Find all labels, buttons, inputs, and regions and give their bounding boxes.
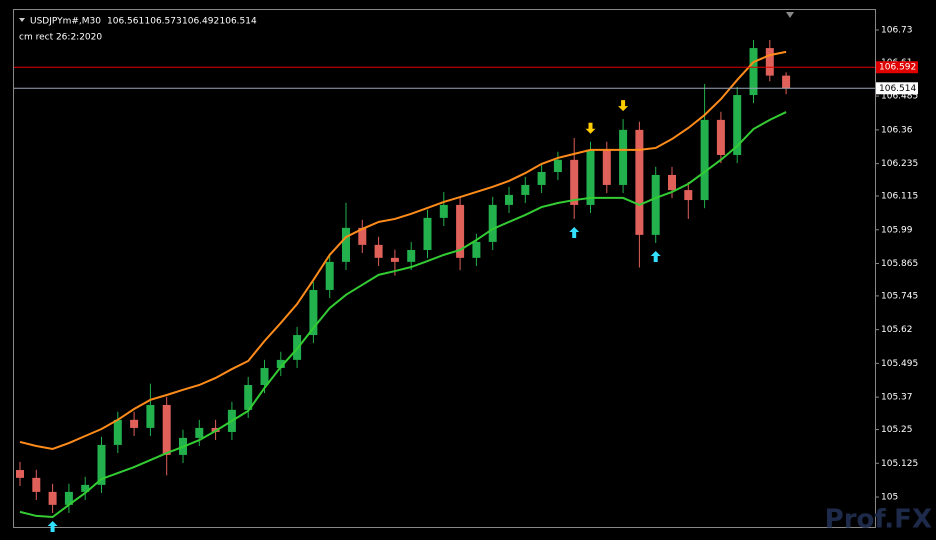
- candle-body: [521, 184, 530, 195]
- down-arrow: [585, 122, 596, 134]
- ohlc-value: 106.561: [107, 17, 144, 27]
- chart-subtitle: cm rect 26:2:2020: [19, 33, 102, 43]
- ohlc-readout: 106.561 106.573 106.492 106.514: [107, 17, 257, 27]
- candle-body: [146, 404, 155, 428]
- candle-body: [537, 171, 546, 185]
- candle-body: [733, 95, 742, 155]
- candle-body: [765, 48, 774, 76]
- y-tick-label: 105.125: [881, 459, 918, 469]
- y-tick-label: 105.745: [881, 291, 918, 301]
- candle-body: [81, 484, 90, 492]
- price-label-box: [876, 82, 918, 95]
- candle-body: [276, 359, 285, 368]
- candle-body: [570, 159, 579, 205]
- candle-body: [749, 48, 758, 96]
- candle-body: [32, 477, 41, 492]
- candle-body: [553, 159, 562, 172]
- y-tick-label: 105.37: [881, 393, 913, 403]
- up-arrow: [569, 226, 580, 238]
- y-tick-label: 105: [881, 493, 898, 503]
- shift-marker: [786, 12, 794, 18]
- candle-body: [619, 129, 628, 185]
- candle-body: [64, 491, 73, 505]
- y-tick-label: 106.73: [881, 25, 913, 35]
- candle-body: [244, 384, 253, 410]
- up-arrow: [650, 250, 661, 262]
- watermark: Prof.FX: [825, 505, 932, 535]
- menu-arrow: [19, 18, 25, 22]
- y-tick-label: 105.495: [881, 359, 918, 369]
- candle-body: [505, 194, 513, 205]
- candle-body: [684, 190, 693, 201]
- candle-body: [456, 204, 465, 258]
- candle-body: [16, 470, 24, 478]
- candle-body: [472, 241, 481, 258]
- candle-body: [439, 204, 448, 218]
- chart-title: USDJPYm#,M30: [30, 17, 101, 27]
- candle-body: [195, 427, 204, 438]
- candle-body: [651, 174, 660, 235]
- candle-body: [48, 491, 57, 505]
- y-tick-label: 105.865: [881, 259, 918, 269]
- ohlc-value: 106.573: [145, 17, 182, 27]
- candle-body: [113, 419, 122, 445]
- band-line: [19, 50, 787, 451]
- candle-body: [602, 149, 611, 185]
- price-label-box: [876, 61, 918, 74]
- ohlc-value: 106.514: [220, 17, 257, 27]
- candle-body: [700, 119, 709, 201]
- candle-body: [488, 204, 497, 242]
- y-tick-label: 106.115: [881, 192, 918, 202]
- candle-body: [374, 244, 383, 258]
- candle-body: [586, 149, 595, 205]
- band-line: [19, 111, 787, 519]
- price-label: 106.514: [879, 84, 916, 94]
- up-arrow: [47, 520, 58, 532]
- candle-body: [423, 217, 432, 251]
- candle-body: [782, 75, 791, 89]
- candle-body: [407, 250, 416, 262]
- y-tick-label: 105.99: [881, 225, 913, 235]
- candle-body: [358, 227, 367, 245]
- down-arrow: [618, 100, 629, 112]
- candle-body: [390, 257, 399, 262]
- y-tick-label: 105.62: [881, 325, 913, 335]
- y-tick-label: 106.485: [881, 92, 918, 102]
- price-label: 106.592: [879, 63, 916, 73]
- candle-body: [260, 367, 269, 385]
- candle-body: [668, 174, 676, 191]
- candle-body: [635, 129, 644, 235]
- candle-body: [342, 227, 350, 262]
- candle-body: [325, 261, 334, 290]
- ohlc-value: 106.492: [182, 17, 219, 27]
- y-tick-label: 106.235: [881, 159, 918, 169]
- candle-body: [97, 444, 106, 485]
- candle-body: [716, 119, 725, 155]
- y-tick-label: 106.36: [881, 125, 913, 135]
- y-tick-label: 105.25: [881, 425, 913, 435]
- candle-body: [162, 404, 171, 455]
- plot-frame: [13, 9, 876, 528]
- candle-body: [309, 289, 318, 336]
- candle-body: [130, 419, 139, 428]
